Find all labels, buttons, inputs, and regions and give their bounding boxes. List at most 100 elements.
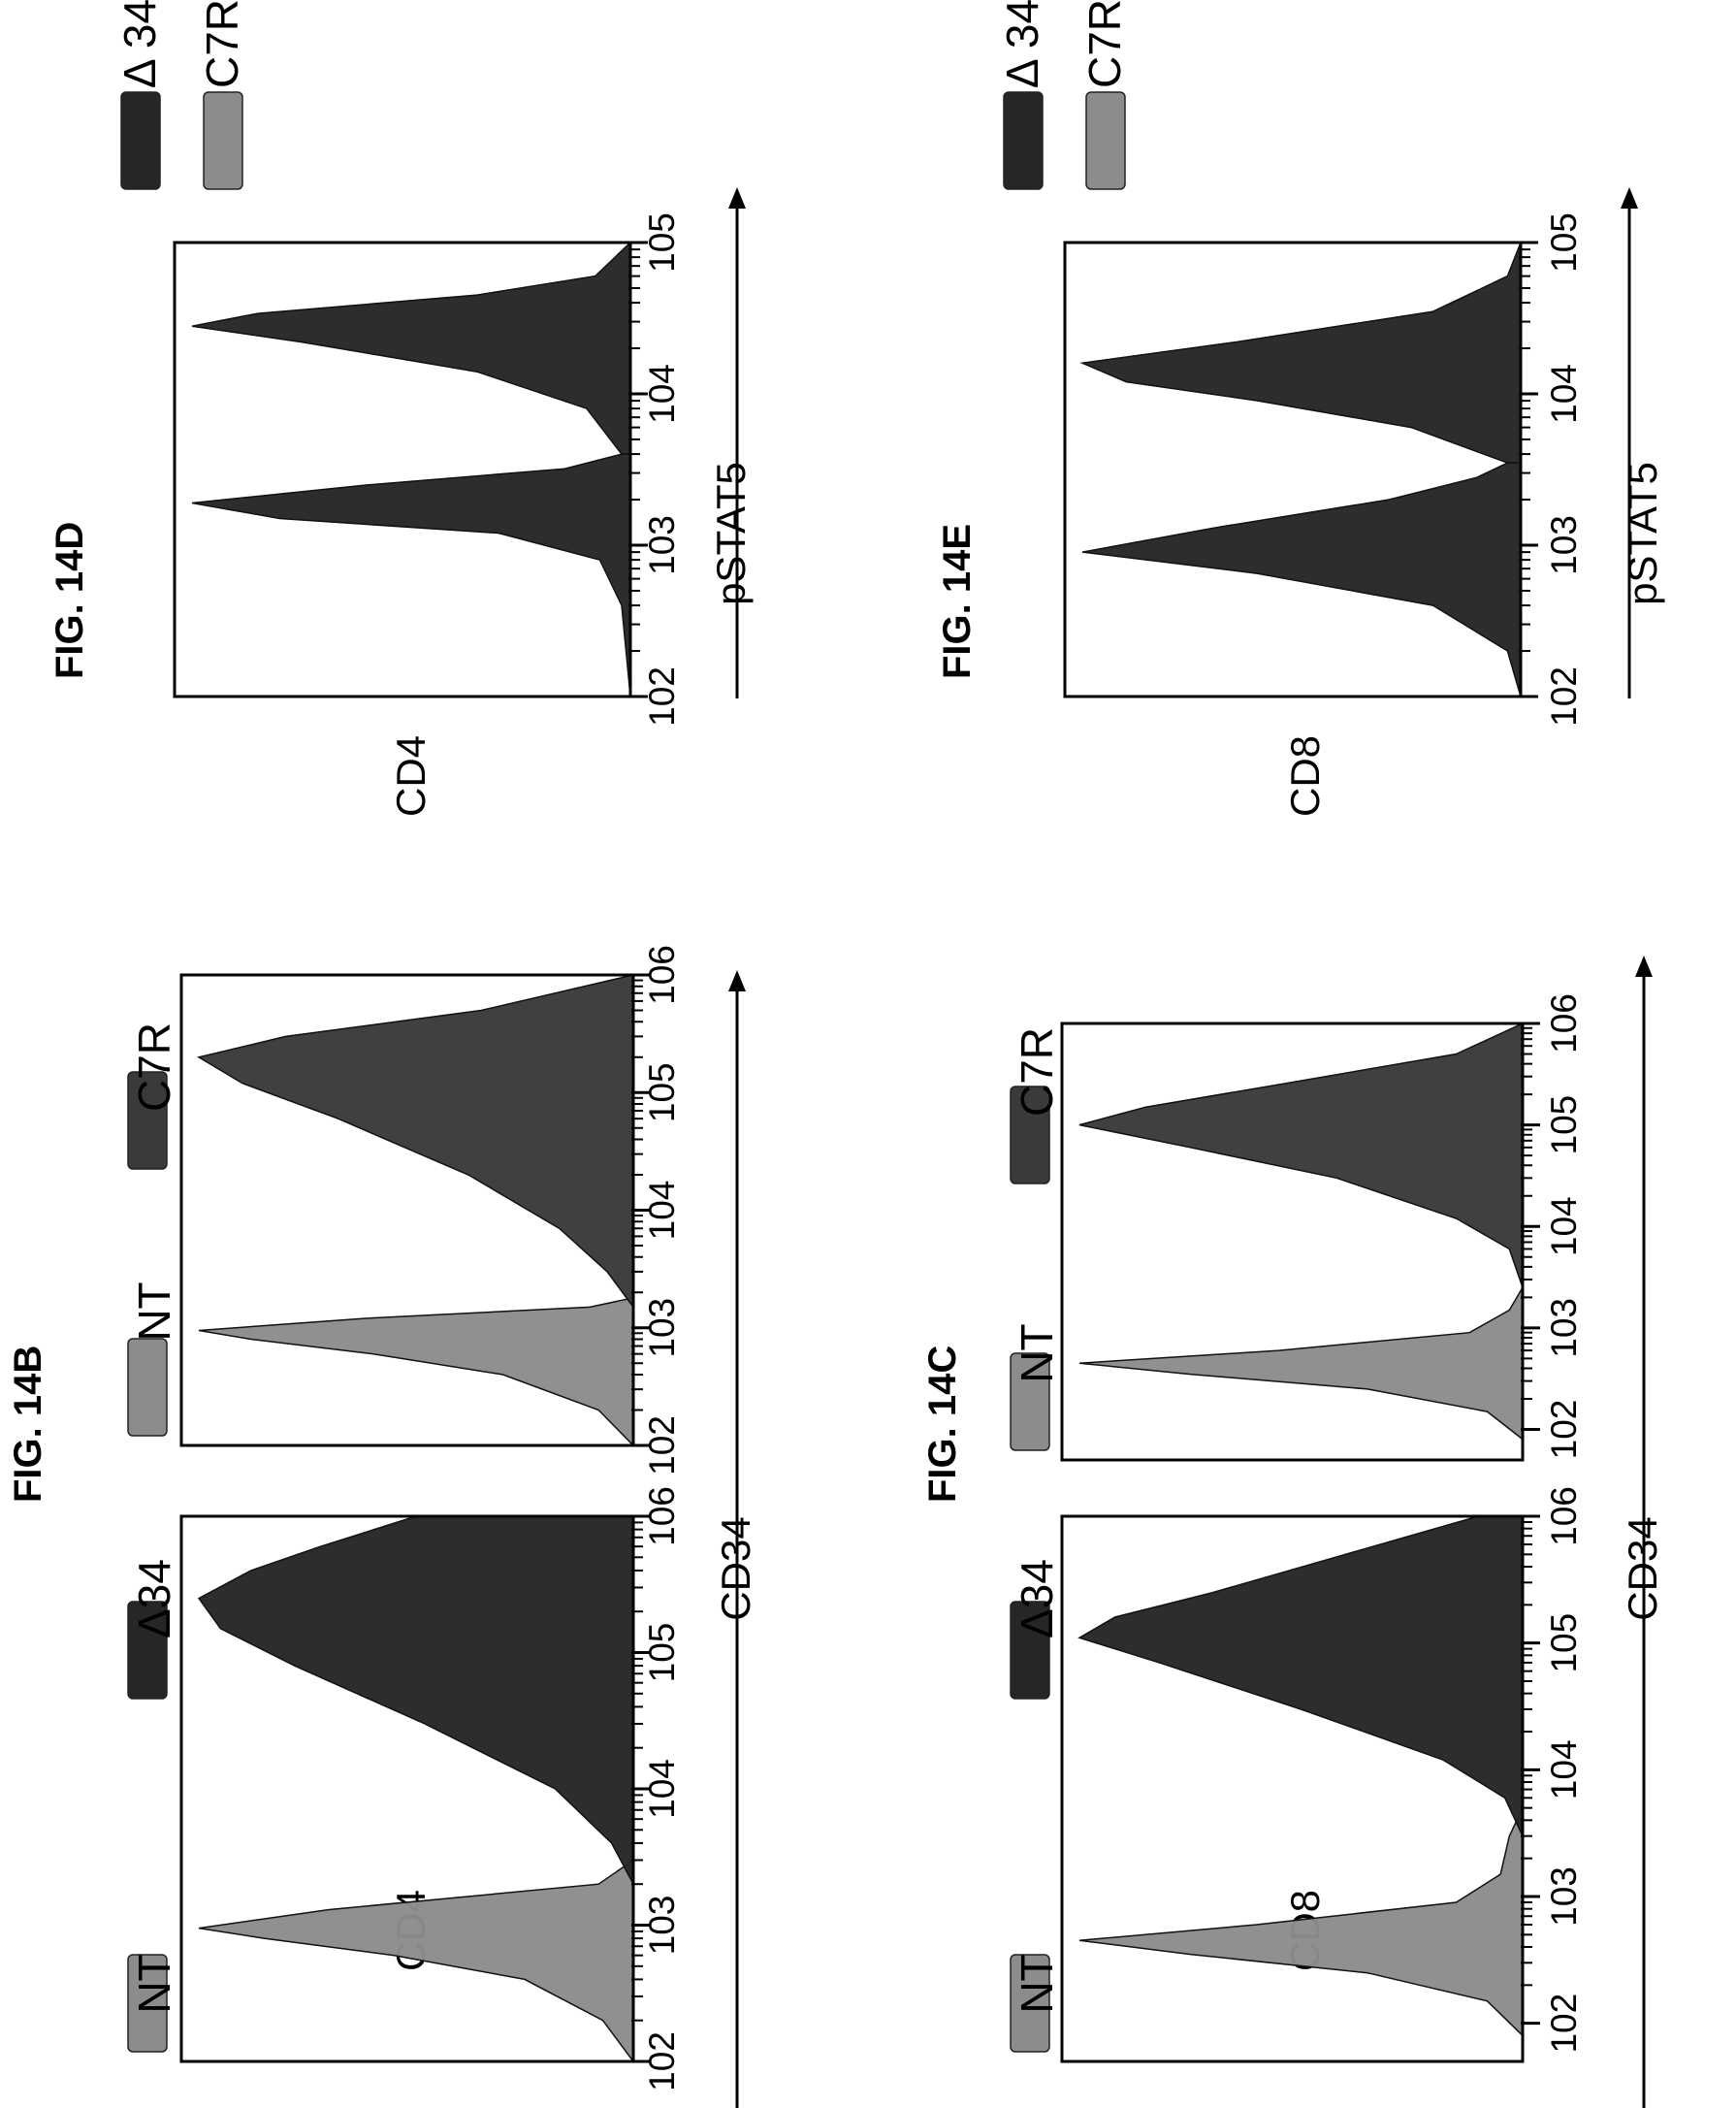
x-ticks: 102 103 104 105 106 xyxy=(1521,1486,1584,2054)
tick-label: 103 xyxy=(1544,515,1584,575)
axis-arrow-head xyxy=(1635,956,1653,977)
legend: NT Δ34 xyxy=(127,1559,179,2053)
legend-swatch xyxy=(127,1338,168,1437)
histogram-panel: 102 103 104 105 Δ 34 C7R xyxy=(997,0,1584,727)
legend-label: C7R xyxy=(1012,1027,1062,1117)
axis-arrow-head xyxy=(1621,187,1638,209)
legend-label: NT xyxy=(1012,1323,1062,1382)
tick-label: 102 xyxy=(642,666,682,727)
tick-label: 104 xyxy=(642,364,682,424)
tick-label: 106 xyxy=(642,945,682,1005)
tick-label: 105 xyxy=(642,212,682,273)
legend-label: Δ 34 xyxy=(114,0,165,88)
legend-swatch xyxy=(1010,1086,1050,1184)
histogram-series-C7R xyxy=(1079,243,1521,464)
x-ticks: 102 103 104 105 xyxy=(1519,212,1584,727)
legend-swatch xyxy=(127,1601,168,1700)
tick-label: 104 xyxy=(642,1181,682,1241)
histogram-panel: 102 103 104 105 106 NT C7R xyxy=(127,945,682,1476)
histogram-panel: 102 103 104 105 106 NT Δ34 xyxy=(1010,1486,1584,2063)
tick-label: 102 xyxy=(642,2031,682,2092)
x-ticks: 102 103 104 105 xyxy=(628,212,682,727)
y-axis-label: CD8 xyxy=(1282,735,1328,817)
legend-label: Δ34 xyxy=(1012,1559,1062,1638)
legend-swatch xyxy=(1010,1954,1050,2053)
y-axis-label: CD4 xyxy=(388,735,434,817)
histogram-series-Δ34 xyxy=(197,1516,633,1885)
plot-frame xyxy=(1063,241,1523,698)
legend-label: NT xyxy=(129,1954,179,2013)
histogram-series-NT xyxy=(1078,1285,1523,1441)
tick-label: 103 xyxy=(642,1896,682,1956)
histogram-series-Δ34 xyxy=(1077,1516,1523,1837)
x-axis-label: pSTAT5 xyxy=(1620,462,1665,605)
tick-label: 104 xyxy=(642,1759,682,1819)
tick-label: 103 xyxy=(1544,1298,1584,1358)
plot-area xyxy=(197,975,633,1445)
tick-label: 102 xyxy=(1544,1994,1584,2054)
tick-label: 105 xyxy=(1544,1095,1584,1155)
histogram-series-NT xyxy=(198,1859,633,2061)
legend-swatch xyxy=(127,1071,168,1170)
tick-label: 105 xyxy=(642,1623,682,1683)
histogram-series-NT xyxy=(198,1297,633,1445)
histogram-series-Δ-34 xyxy=(1081,462,1521,697)
axis-arrow-head xyxy=(728,970,746,991)
plot-area xyxy=(191,243,630,697)
axis-arrow-head xyxy=(728,187,746,209)
histogram-series-C7R xyxy=(191,243,630,455)
tick-label: 103 xyxy=(642,1298,682,1358)
tick-label: 105 xyxy=(1544,1613,1584,1673)
figure-title: FIG. 14E xyxy=(936,524,979,679)
legend: NT C7R xyxy=(1010,1027,1062,1451)
legend-label: Δ 34 xyxy=(997,0,1047,88)
tick-label: 102 xyxy=(1544,1400,1584,1460)
fig14D-figure: FIG. 14D CD4 pSTAT5 102 103 104 105 Δ 34 C7R xyxy=(48,0,754,817)
legend-label: Δ34 xyxy=(129,1559,179,1638)
x-ticks: 102 103 104 105 106 xyxy=(631,1486,682,2092)
legend-swatch xyxy=(203,91,243,190)
legend-swatch xyxy=(1010,1352,1050,1451)
x-ticks: 102 103 104 105 106 xyxy=(1521,993,1584,1459)
tick-label: 104 xyxy=(1544,364,1584,424)
tick-label: 103 xyxy=(1544,1866,1584,1927)
plot-area xyxy=(1077,1516,1523,2036)
legend-label: C7R xyxy=(1079,0,1130,88)
tick-label: 106 xyxy=(1544,1486,1584,1546)
tick-label: 102 xyxy=(1544,666,1584,727)
x-axis-label: pSTAT5 xyxy=(708,462,754,605)
legend-swatch xyxy=(127,1954,168,2053)
tick-label: 102 xyxy=(642,1415,682,1476)
legend: NT C7R xyxy=(127,1022,179,1437)
histogram-panel: 102 103 104 105 Δ 34 C7R xyxy=(114,0,682,727)
legend-swatch xyxy=(1003,91,1044,190)
legend-swatch xyxy=(1010,1601,1050,1700)
plot-area xyxy=(1079,243,1521,697)
fig14B-figure: FIG. 14BCD4CD34102103104105106NTΔ3410210… xyxy=(7,945,758,2108)
legend-label: C7R xyxy=(129,1022,179,1112)
plot-area xyxy=(197,1516,633,2061)
fig14C-figure: FIG. 14CCD8CD34102103104105106NTΔ3410210… xyxy=(921,956,1665,2108)
tick-label: 106 xyxy=(642,1486,682,1546)
tick-label: 106 xyxy=(1544,993,1584,1054)
histogram-series-C7R xyxy=(197,975,633,1309)
histogram-series-C7R xyxy=(1078,1023,1523,1288)
legend: NT Δ34 xyxy=(1010,1559,1062,2053)
tick-label: 104 xyxy=(1544,1739,1584,1800)
plot-area xyxy=(1078,1023,1523,1441)
legend-swatch xyxy=(1085,91,1126,190)
figure-title: FIG. 14D xyxy=(48,522,91,679)
legend-label: C7R xyxy=(197,0,247,88)
histogram-panel: 102 103 104 105 106 NT Δ34 xyxy=(127,1486,682,2092)
fig14E-figure: FIG. 14E CD8 pSTAT5 102 103 104 105 Δ 34 C7R xyxy=(936,0,1665,817)
legend-label: NT xyxy=(1012,1954,1062,2013)
x-ticks: 102 103 104 105 106 xyxy=(631,945,682,1476)
tick-label: 105 xyxy=(642,1062,682,1122)
legend: Δ 34 C7R xyxy=(114,0,247,190)
tick-label: 104 xyxy=(1544,1196,1584,1256)
plot-frame xyxy=(173,241,632,698)
tick-label: 103 xyxy=(642,515,682,575)
legend-label: NT xyxy=(129,1281,179,1341)
legend: Δ 34 C7R xyxy=(997,0,1130,190)
figure-title: FIG. 14C xyxy=(921,1346,964,1503)
